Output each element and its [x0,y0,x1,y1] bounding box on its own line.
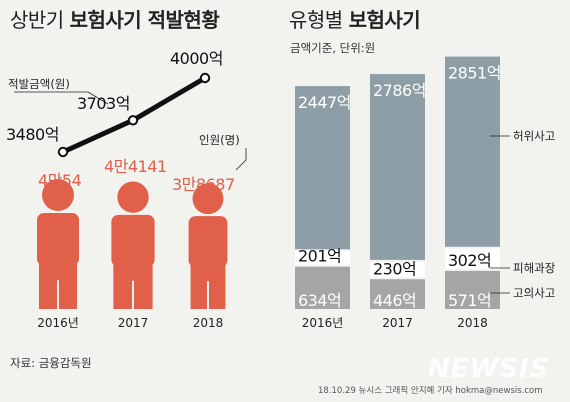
bar-segment [370,279,425,309]
right-subtitle: 금액기준, 단위:원 [290,41,376,55]
bar-segment [295,251,350,265]
bar-value-label: 302억 [448,251,491,270]
left-title-bold: 보험사기 적발현황 [69,8,220,32]
left-x-tick-label: 2018 [193,316,224,330]
line-value-label: 3480억 [6,125,59,144]
people-series-leader [235,148,247,171]
bar-value-label: 201억 [298,247,341,266]
bar-value-label: 634억 [298,291,341,310]
bar-value-label: 2786억 [373,81,426,100]
line-point [57,146,69,158]
bar-value-label: 446억 [373,291,416,310]
right-title-bold: 보험사기 [348,8,421,32]
left-x-tick-label: 2016년 [37,316,79,330]
line-point [199,72,211,84]
people-value-label: 3만8687 [172,175,235,194]
line-series-leader [14,91,109,105]
line-series-label: 적발금액(원) [8,77,70,91]
bar-segment [370,261,425,278]
bar-segment [445,270,500,309]
line-value-label: 4000억 [170,49,223,68]
legend-label: 허위사고 [513,129,555,143]
person-head [192,183,224,215]
bar-value-label: 230억 [373,259,416,278]
bar-segment [295,266,350,309]
bar-segment [370,74,425,260]
person-head [117,181,149,213]
person-torso [111,214,155,267]
people-value-label: 4만4141 [104,157,167,176]
person-torso [188,216,228,268]
left-title-light: 상반기 [10,8,64,32]
credit-line: 18.10.29 뉴시스 그래픽 안지혜 기자 hokma@newsis.com [318,386,543,396]
people-value-label: 4만54 [38,171,82,190]
right-x-tick-label: 2017 [382,316,413,330]
bar-segment [295,86,350,250]
right-title-light: 유형별 [289,8,343,32]
bar-value-label: 571억 [448,291,491,310]
bar-value-label: 2447억 [298,93,351,112]
bar-value-label: 2851억 [448,64,501,83]
left-title: 상반기 보험사기 적발현황 [10,4,220,33]
person-torso [37,213,79,266]
line-series-path [60,75,208,155]
left-x-tick-label: 2017 [118,316,149,330]
right-x-tick-label: 2018 [457,316,488,330]
line-point [127,115,139,126]
bar-segment [445,56,500,247]
source-note: 자료: 금융감독원 [10,356,92,370]
right-title: 유형별 보험사기 [289,4,421,33]
bar-segment [445,248,500,269]
person-head [42,179,74,211]
newsis-watermark: NEWSIS [428,354,549,384]
people-series-label: 인원(명) [199,133,240,147]
legend-label: 피해과장 [513,261,556,275]
right-x-tick-label: 2016년 [302,316,344,330]
legend-label: 고의사고 [513,286,555,300]
line-value-label: 3703억 [77,94,130,113]
